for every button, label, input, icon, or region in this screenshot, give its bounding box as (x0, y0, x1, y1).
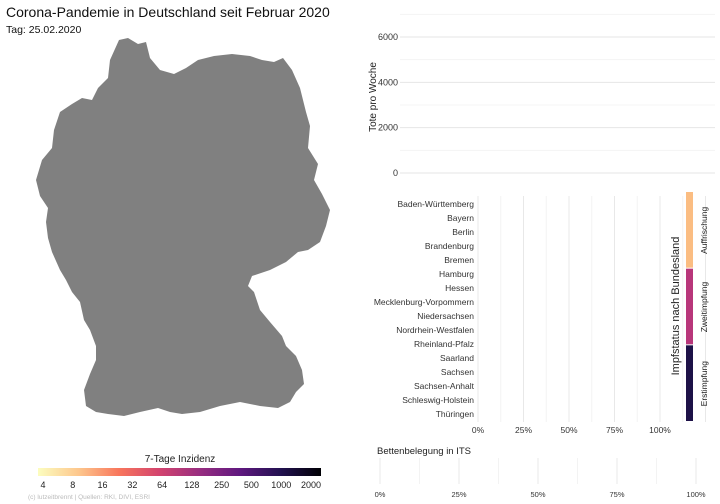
x-tick-label: 25% (515, 425, 532, 435)
x-tick-label: 75% (609, 490, 624, 499)
colorbar-tick-label: 2000 (300, 480, 322, 490)
colorbar-tick-label: 16 (97, 480, 108, 490)
state-label: Hamburg (439, 269, 474, 279)
legend-swatch (686, 345, 693, 421)
colorbar-tick-label: 4 (40, 480, 46, 490)
incidence-colorbar (38, 468, 321, 476)
deaths-chart: 0 2000 4000 6000 Tote pro Woche (368, 13, 715, 178)
germany-map (36, 38, 330, 416)
state-label: Brandenburg (425, 241, 474, 251)
x-tick-label: 0% (472, 425, 485, 435)
legend-swatch (686, 268, 693, 345)
x-tick-label: 75% (606, 425, 623, 435)
state-label: Nordrhein-Westfalen (396, 325, 474, 335)
legend-label: Erstimpfung (699, 361, 709, 407)
legend-title: 7-Tage Inzidenz (144, 454, 216, 465)
colorbar-tick-label: 8 (70, 480, 76, 490)
state-label: Rheinland-Pfalz (414, 339, 474, 349)
colorbar-tick-label: 500 (243, 480, 259, 490)
state-label: Sachsen-Anhalt (414, 381, 475, 391)
legend-label: Zweitimpfung (699, 281, 709, 332)
colorbar-tick-label: 250 (214, 480, 230, 490)
x-tick-label: 100% (649, 425, 671, 435)
state-label: Hessen (445, 283, 474, 293)
state-label: Bayern (447, 213, 474, 223)
legend-swatch (686, 192, 693, 268)
colorbar-tick-label: 64 (157, 480, 168, 490)
x-tick-label: 50% (560, 425, 577, 435)
state-label: Niedersachsen (417, 311, 474, 321)
state-label: Baden-Württemberg (397, 199, 474, 209)
its-chart-title: Bettenbelegung in ITS (377, 446, 472, 457)
its-beds-chart: 0% 25% 50% 75% 100% (375, 458, 706, 499)
x-tick-label: 50% (530, 490, 545, 499)
chart-title: Corona-Pandemie in Deutschland seit Febr… (6, 4, 330, 20)
y-tick-label: 0 (393, 168, 398, 178)
x-tick-label: 100% (686, 490, 706, 499)
x-tick-label: 0% (375, 490, 386, 499)
state-label: Sachsen (441, 367, 474, 377)
legend-label: Auffrischung (699, 207, 709, 254)
colorbar-tick-label: 128 (184, 480, 200, 490)
state-label: Saarland (440, 353, 474, 363)
y-tick-label: 6000 (378, 32, 398, 42)
source-credit: (c) lutzeitbrennt | Quellen: RKI, DIVI, … (28, 494, 150, 501)
legend-title: Impfstatus nach Bundesland (670, 237, 682, 376)
y-tick-label: 2000 (378, 123, 398, 133)
state-label: Berlin (452, 227, 474, 237)
y-axis-label: Tote pro Woche (368, 62, 379, 132)
state-label: Thüringen (436, 409, 475, 419)
x-tick-label: 25% (451, 490, 466, 499)
y-tick-label: 4000 (378, 77, 398, 87)
germany-map-shape (36, 38, 330, 416)
state-label: Bremen (444, 255, 474, 265)
state-label: Schleswig-Holstein (402, 395, 474, 405)
date-subtitle: Tag: 25.02.2020 (6, 24, 82, 36)
colorbar-tick-label: 32 (127, 480, 138, 490)
vaccination-chart: Baden-Württemberg Bayern Berlin Brandenburg… (374, 192, 709, 435)
state-label: Mecklenburg-Vorpommern (374, 297, 474, 307)
colorbar-tick-label: 1000 (271, 480, 292, 490)
